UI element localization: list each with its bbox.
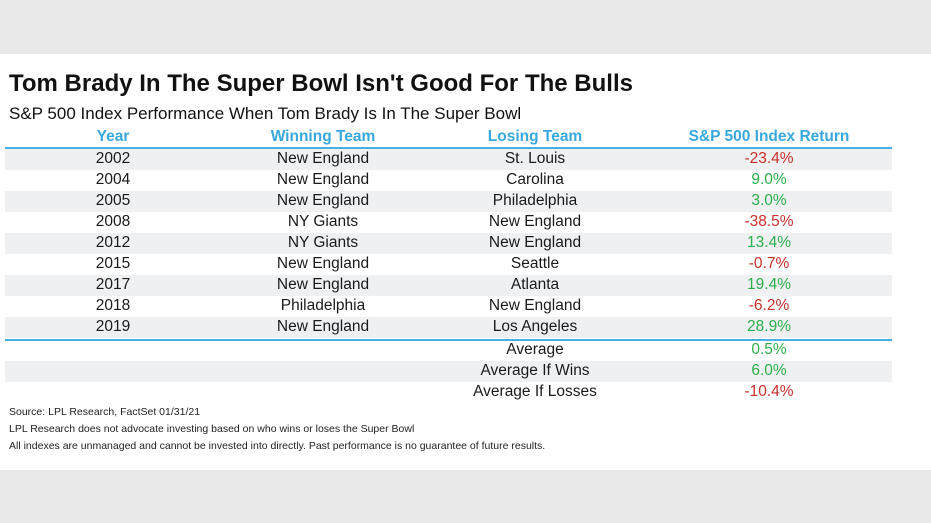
cell-losing-team: Los Angeles [492,318,578,335]
table-row: 2002 New England St. Louis -23.4% [5,149,892,170]
cell-year: 2019 [95,318,131,335]
table-row: 2005 New England Philadelphia 3.0% [5,191,892,212]
cell-winning-team: NY Giants [287,234,359,251]
cell-winning-team: Philadelphia [280,297,366,314]
cell-return: -6.2% [748,297,790,314]
cell-winning-team: New England [276,150,370,167]
cell-losing-team: New England [488,213,582,230]
cell-losing-team: St. Louis [504,150,566,167]
table-row: 2017 New England Atlanta 19.4% [5,275,892,296]
summary-rows: Average 0.5% Average If Wins 6.0% Average If… [5,340,892,403]
summary-row: Average If Wins 6.0% [5,361,892,382]
table-row: 2012 NY Giants New England 13.4% [5,233,892,254]
cell-return: 3.0% [751,192,787,209]
source-note: Source: LPL Research, FactSet 01/31/21 [9,406,201,418]
footnotes: Source: LPL Research, FactSet 01/31/21 L… [9,404,545,455]
cell-winning-team: New England [276,171,370,188]
cell-return: -38.5% [744,213,794,230]
cell-losing-team: New England [488,297,582,314]
top-band [0,0,931,54]
summary-return: 0.5% [751,341,787,358]
summary-row: Average 0.5% [5,340,892,361]
summary-return: 6.0% [751,362,787,379]
cell-year: 2002 [95,150,131,167]
summary-divider [5,339,892,341]
cell-return: -0.7% [748,255,790,272]
cell-return: 28.9% [747,318,791,335]
bottom-band [0,470,931,523]
cell-winning-team: New England [276,276,370,293]
cell-losing-team: Seattle [510,255,560,272]
table-row: 2018 Philadelphia New England -6.2% [5,296,892,317]
cell-year: 2008 [95,213,131,230]
table-row: 2015 New England Seattle -0.7% [5,254,892,275]
table-row: 2008 NY Giants New England -38.5% [5,212,892,233]
header-divider [5,147,892,149]
cell-losing-team: Carolina [506,171,564,188]
summary-label: Average If Wins [480,362,590,379]
cell-winning-team: New England [276,192,370,209]
table-card [0,54,931,470]
cell-return: 13.4% [747,234,791,251]
cell-losing-team: Philadelphia [492,192,578,209]
cell-year: 2015 [95,255,131,272]
table-row: 2004 New England Carolina 9.0% [5,170,892,191]
cell-return: -23.4% [744,150,794,167]
page-title: Tom Brady In The Super Bowl Isn't Good F… [9,70,633,97]
summary-label: Average [506,341,564,358]
cell-winning-team: New England [276,318,370,335]
cell-winning-team: New England [276,255,370,272]
column-header-losing-team: Losing Team [487,128,583,145]
cell-return: 19.4% [747,276,791,293]
cell-return: 9.0% [751,171,787,188]
page-subtitle: S&P 500 Index Performance When Tom Brady… [9,104,522,123]
column-header-winning-team: Winning Team [270,128,376,145]
cell-losing-team: New England [488,234,582,251]
table-body: 2002 New England St. Louis -23.4% 2004 New En… [5,149,892,338]
summary-row: Average If Losses -10.4% [5,382,892,403]
cell-year: 2005 [95,192,131,209]
table-header: Year Winning Team Losing Team S&P 500 In… [0,126,931,148]
summary-label: Average If Losses [473,383,597,400]
cell-year: 2004 [95,171,131,188]
disclaimer-note: LPL Research does not advocate investing… [9,423,415,435]
cell-winning-team: NY Giants [287,213,359,230]
cell-year: 2017 [95,276,131,293]
column-header-sp500-return: S&P 500 Index Return [688,128,850,145]
summary-return: -10.4% [744,383,794,400]
cell-losing-team: Atlanta [510,276,560,293]
cell-year: 2012 [95,234,131,251]
performance-note: All indexes are unmanaged and cannot be … [9,440,546,452]
table-row: 2019 New England Los Angeles 28.9% [5,317,892,338]
column-header-year: Year [96,128,130,145]
cell-year: 2018 [95,297,131,314]
